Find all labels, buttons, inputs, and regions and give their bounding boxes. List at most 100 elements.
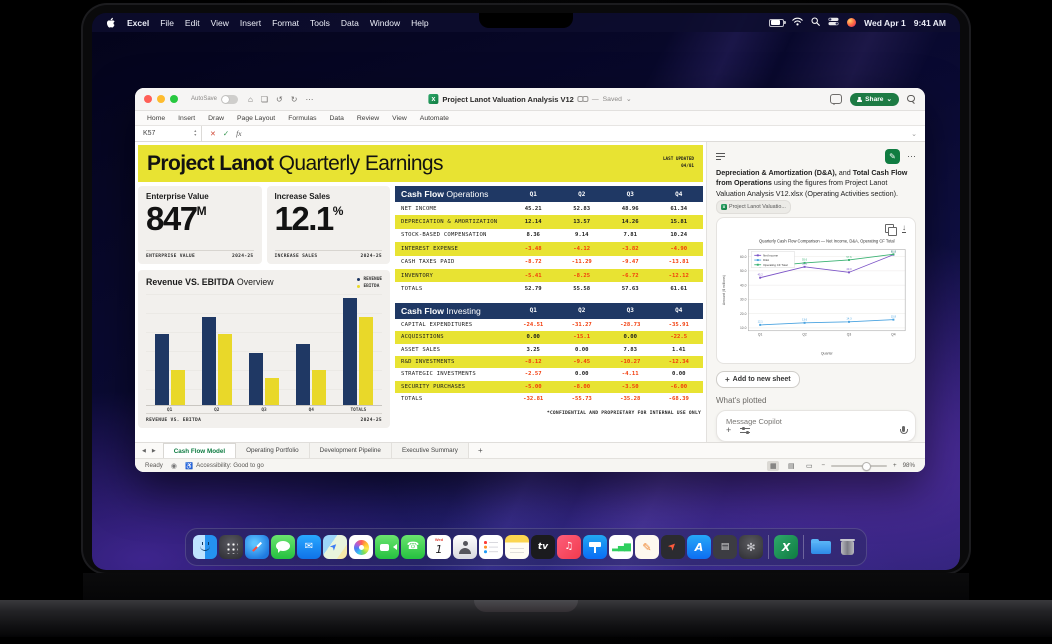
add-sheet-button[interactable]: + xyxy=(477,446,483,455)
ribbon-tab[interactable]: Formulas xyxy=(288,114,317,122)
ribbon-tab[interactable]: Draw xyxy=(208,114,225,122)
table-row[interactable]: R&D INVESTMENTS -8.12 -9.45 -10.27 -12.34 xyxy=(395,355,703,369)
undo-button[interactable] xyxy=(276,95,283,104)
documents-icon[interactable]: ▤ xyxy=(713,535,737,559)
panel-more-options-icon[interactable] xyxy=(907,151,916,162)
message-input-placeholder[interactable]: Message Copilot xyxy=(726,416,782,426)
zoom-out-icon[interactable] xyxy=(821,462,825,469)
table-row[interactable]: STOCK-BASED COMPENSATION 8.36 9.14 7.81 10.2… xyxy=(395,228,703,243)
downloads-icon[interactable] xyxy=(809,535,833,559)
-object-object-[interactable]: Cash Flow Model xyxy=(162,443,237,459)
chevron-down-icon[interactable] xyxy=(626,95,632,103)
macro-record-icon[interactable] xyxy=(171,462,177,470)
spreadsheet-canvas[interactable]: Project Lanot Quarterly Earnings LAST UP… xyxy=(135,142,706,442)
trash-icon[interactable] xyxy=(835,535,859,559)
menu-item[interactable]: Tools xyxy=(310,17,330,28)
home-icon[interactable] xyxy=(248,95,253,104)
mail-icon[interactable]: ✉ xyxy=(297,535,321,559)
menu-item[interactable]: View xyxy=(210,17,229,28)
accessibility-status[interactable]: Accessibility: Good to go xyxy=(196,462,264,469)
maps-icon[interactable]: ➤ xyxy=(323,535,347,559)
microphone-icon[interactable] xyxy=(900,426,909,435)
page-layout-view-icon[interactable] xyxy=(785,461,797,471)
keynote-icon[interactable] xyxy=(583,535,607,559)
control-center-icon[interactable] xyxy=(828,17,839,28)
name-box[interactable]: K57 ▲ ▼ xyxy=(135,126,202,141)
menu-bar-date[interactable]: Wed Apr 1 xyxy=(864,17,906,28)
reminders-icon[interactable] xyxy=(479,535,503,559)
battery-icon[interactable] xyxy=(769,18,786,27)
whats-plotted-label[interactable]: What's plotted xyxy=(716,395,767,405)
siri-icon[interactable] xyxy=(847,18,857,27)
separator-icon[interactable] xyxy=(803,535,804,559)
menu-item[interactable]: File xyxy=(160,17,174,28)
table-row[interactable]: TOTALS -32.81 -55.73 -35.28 -68.39 xyxy=(395,393,703,406)
autosave-toggle[interactable] xyxy=(221,94,239,104)
share-button[interactable]: Share xyxy=(850,92,899,106)
-object-object-[interactable]: Operating Portfolio xyxy=(236,443,310,458)
copilot-input-box[interactable]: Message Copilot xyxy=(716,409,916,442)
photos-icon[interactable] xyxy=(349,535,373,559)
table-row[interactable]: ACQUISITIONS 0.00 -15.1 0.00 -22.5 xyxy=(395,331,703,344)
safari-icon[interactable] xyxy=(245,535,269,559)
document-title[interactable]: Project Lanot Valuation Analysis V12 xyxy=(442,94,574,104)
separator-icon[interactable] xyxy=(768,535,769,559)
menu-bar-time[interactable]: 9:41 AM xyxy=(913,17,946,28)
table-row[interactable]: TOTALS 52.79 55.58 57.63 61.61 xyxy=(395,282,703,296)
copy-image-icon[interactable] xyxy=(885,223,897,236)
add-to-new-sheet-button[interactable]: Add to new sheet xyxy=(716,370,800,388)
finder-icon[interactable] xyxy=(193,535,217,559)
pages-icon[interactable]: ✎ xyxy=(635,535,659,559)
appstore-icon[interactable]: A xyxy=(687,535,711,559)
numbers-icon[interactable]: ▂▄▆ xyxy=(609,535,633,559)
table-row[interactable]: CAPITAL EXPENDITURES -24.51 -31.27 -28.73 -3… xyxy=(395,318,703,332)
more-toolbar-options[interactable] xyxy=(305,95,313,104)
file-reference-chip[interactable]: x Project Lanot Valuatio... xyxy=(716,200,791,214)
contacts-icon[interactable] xyxy=(453,535,477,559)
ribbon-tab[interactable]: Review xyxy=(356,114,380,122)
rocket-icon[interactable]: ➤ xyxy=(661,535,685,559)
ribbon-tab[interactable]: Home xyxy=(147,114,166,122)
search-icon[interactable] xyxy=(811,17,821,28)
close-window-button[interactable] xyxy=(144,95,152,103)
-object-object-[interactable]: Executive Summary xyxy=(391,443,469,458)
next-sheet-icon[interactable] xyxy=(152,448,156,454)
normal-view-icon[interactable] xyxy=(767,460,780,471)
wifi-icon[interactable] xyxy=(792,17,803,28)
minimize-window-button[interactable] xyxy=(157,95,165,103)
facetime-icon[interactable] xyxy=(375,535,399,559)
launchpad-icon[interactable] xyxy=(219,535,243,559)
table-row[interactable]: DEPRECIATION & AMORTIZATION 12.14 13.57 14.… xyxy=(395,215,703,229)
ribbon-tab[interactable]: View xyxy=(392,114,407,122)
messages-icon[interactable] xyxy=(271,535,295,559)
ribbon-tab[interactable]: Insert xyxy=(178,114,196,122)
ribbon-tab[interactable]: Page Layout xyxy=(237,114,276,122)
zoom-slider[interactable] xyxy=(830,461,887,471)
table-row[interactable]: SECURITY PURCHASES -5.00 -8.00 -3.50 -6.00 xyxy=(395,380,703,394)
menu-item[interactable]: Edit xyxy=(184,17,200,28)
excel-icon[interactable]: X xyxy=(774,535,798,559)
table-row[interactable]: ASSET SALES 3.25 0.00 7.83 1.41 xyxy=(395,343,703,356)
phone-icon[interactable]: ☎ xyxy=(401,535,425,559)
clipboard-icon[interactable] xyxy=(261,95,268,104)
notes-icon[interactable] xyxy=(505,535,529,559)
insert-function-icon[interactable]: fx xyxy=(236,129,242,138)
redo-button[interactable] xyxy=(291,95,298,104)
zoom-in-icon[interactable] xyxy=(893,462,897,469)
presence-icon[interactable] xyxy=(577,95,589,103)
settings-icon[interactable]: ✻ xyxy=(739,535,763,559)
-object-object-[interactable]: Development Pipeline xyxy=(309,443,392,458)
expand-formula-bar-icon[interactable] xyxy=(911,130,925,138)
zoom-level[interactable]: 98% xyxy=(902,462,915,469)
appletv-icon[interactable]: tv xyxy=(531,535,555,559)
ribbon-tab[interactable]: Automate xyxy=(419,114,449,122)
name-box-stepper[interactable]: ▲ ▼ xyxy=(193,128,197,137)
apple-menu-icon[interactable] xyxy=(106,17,116,29)
menu-item[interactable]: Format xyxy=(272,17,300,28)
conversation-list-icon[interactable] xyxy=(716,153,725,161)
menu-item[interactable]: Excel xyxy=(127,17,150,28)
fullscreen-window-button[interactable] xyxy=(170,95,178,103)
music-icon[interactable]: ♫ xyxy=(557,535,581,559)
calendar-icon[interactable]: 1 xyxy=(427,535,451,559)
search-document-icon[interactable] xyxy=(907,94,916,104)
